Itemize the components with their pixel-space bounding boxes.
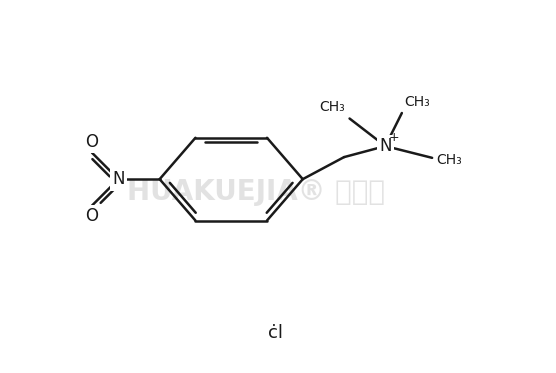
Text: ċl: ċl: [268, 325, 283, 342]
Text: N: N: [112, 170, 125, 188]
Text: CH₃: CH₃: [405, 95, 430, 109]
Text: CH₃: CH₃: [319, 100, 345, 114]
Text: O: O: [86, 207, 98, 225]
Text: N: N: [379, 137, 391, 155]
Text: CH₃: CH₃: [436, 153, 462, 167]
Text: HUAKUEJIA® 化学加: HUAKUEJIA® 化学加: [127, 178, 385, 206]
Text: O: O: [86, 133, 98, 151]
Text: +: +: [389, 132, 399, 144]
